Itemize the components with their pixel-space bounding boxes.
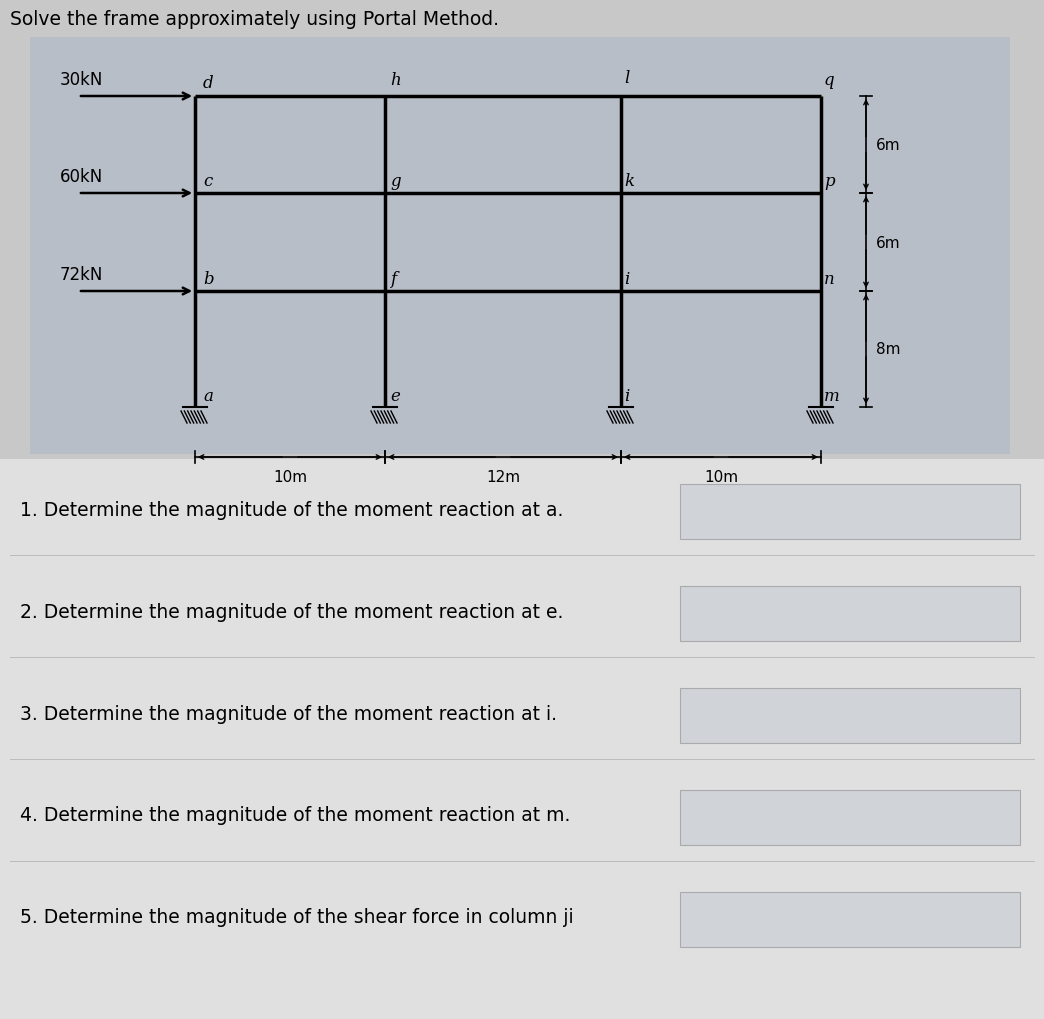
Text: 8m: 8m	[876, 342, 901, 357]
Text: c: c	[203, 173, 212, 190]
Text: 72kN: 72kN	[60, 266, 103, 283]
Text: e: e	[390, 387, 400, 405]
Text: 12m: 12m	[485, 470, 520, 484]
Text: i: i	[624, 387, 630, 405]
Text: k: k	[624, 173, 634, 190]
Text: n: n	[824, 271, 835, 287]
Bar	[30, 38, 1010, 454]
Text: 5. Determine the magnitude of the shear force in column ji: 5. Determine the magnitude of the shear …	[20, 908, 573, 926]
Text: 30kN: 30kN	[60, 71, 103, 89]
Text: d: d	[203, 75, 214, 92]
Text: 2. Determine the magnitude of the moment reaction at e.: 2. Determine the magnitude of the moment…	[20, 602, 564, 621]
Text: g: g	[390, 173, 401, 190]
Text: 3. Determine the magnitude of the moment reaction at i.: 3. Determine the magnitude of the moment…	[20, 704, 557, 722]
Text: h: h	[390, 72, 401, 89]
Bar	[680, 484, 1020, 539]
Bar	[0, 460, 1044, 1019]
Text: 10m: 10m	[272, 470, 307, 484]
Text: f: f	[390, 271, 396, 287]
Text: 6m: 6m	[876, 235, 901, 251]
Text: 60kN: 60kN	[60, 168, 103, 185]
Text: Solve the frame approximately using Portal Method.: Solve the frame approximately using Port…	[10, 10, 499, 29]
Text: 4. Determine the magnitude of the moment reaction at m.: 4. Determine the magnitude of the moment…	[20, 806, 570, 824]
Text: q: q	[824, 72, 834, 89]
Text: l: l	[624, 70, 630, 87]
Text: p: p	[824, 173, 834, 190]
Bar	[680, 688, 1020, 743]
Text: a: a	[203, 387, 213, 405]
Text: 6m: 6m	[876, 138, 901, 153]
Bar	[680, 892, 1020, 947]
Text: i: i	[624, 271, 630, 287]
Text: 1. Determine the magnitude of the moment reaction at a.: 1. Determine the magnitude of the moment…	[20, 500, 564, 519]
Bar	[680, 586, 1020, 641]
Text: 10m: 10m	[704, 470, 738, 484]
Bar	[680, 790, 1020, 845]
Text: b: b	[203, 271, 214, 287]
Text: m: m	[824, 387, 839, 405]
